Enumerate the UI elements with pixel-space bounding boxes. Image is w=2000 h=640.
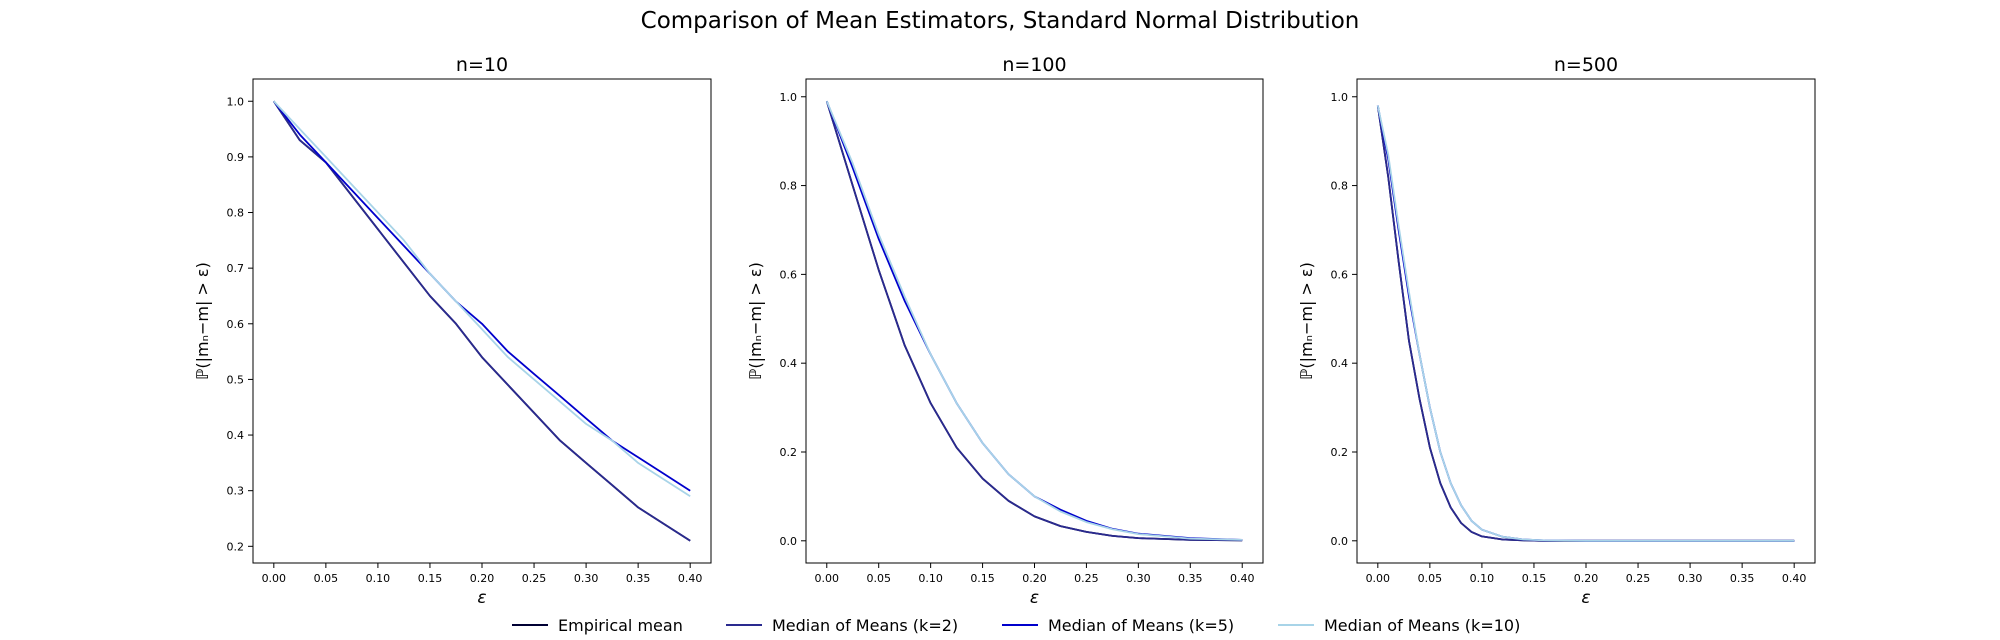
axes-frame <box>1356 78 1816 564</box>
x-tick-label: 0.35 <box>626 572 651 585</box>
x-tick-label: 0.25 <box>1074 572 1099 585</box>
series-line-4 <box>825 100 1243 541</box>
legend-label: Median of Means (k=5) <box>1048 615 1235 635</box>
series-line-2 <box>1376 105 1795 542</box>
x-tick-label: 0.40 <box>1782 572 1807 585</box>
x-tick-label: 0.25 <box>1626 572 1651 585</box>
legend: Empirical mean Median of Means (k=2) Media… <box>0 614 2000 636</box>
subplot-title: n=500 <box>1554 54 1618 76</box>
y-axis-label: ℙ(|mₙ−m| > ε) <box>193 262 212 380</box>
x-tick-label: 0.30 <box>1126 572 1151 585</box>
axes-frame <box>805 78 1264 564</box>
series-line-3 <box>825 100 1243 541</box>
series-line-4 <box>1376 105 1795 542</box>
subplot-3: n=500 0.00 0.05 0.10 0.15 0.20 0.25 0.30 0.35 0.4… <box>1297 54 1816 608</box>
x-tick-label: 0.00 <box>815 572 840 585</box>
x-tick-label: 0.15 <box>1522 572 1547 585</box>
x-tick-label: 0.30 <box>1678 572 1703 585</box>
y-tick-label: 0.6 <box>1331 268 1349 281</box>
legend-swatch <box>1002 624 1038 626</box>
y-tick-label: 0.5 <box>227 373 245 386</box>
series-line-1 <box>1376 105 1795 542</box>
y-tick-label: 0.6 <box>227 318 245 331</box>
x-tick-label: 0.30 <box>574 572 599 585</box>
x-tick-label: 0.20 <box>1574 572 1599 585</box>
legend-swatch <box>512 624 548 626</box>
x-tick-label: 0.35 <box>1178 572 1203 585</box>
legend-label: Median of Means (k=2) <box>772 615 959 635</box>
series-line-3 <box>1376 105 1795 542</box>
y-tick-label: 0.0 <box>1331 535 1349 548</box>
x-tick-label: 0.15 <box>418 572 443 585</box>
subplot-2: n=100 0.00 0.05 0.10 0.15 0.20 0.25 0.30 0.35 0.4… <box>746 54 1264 608</box>
x-tick-label: 0.15 <box>970 572 995 585</box>
x-tick-label: 0.05 <box>866 572 891 585</box>
x-tick-label: 0.00 <box>1366 572 1391 585</box>
legend-label: Empirical mean <box>558 615 683 635</box>
y-tick-label: 1.0 <box>227 95 245 108</box>
y-tick-label: 0.6 <box>780 268 798 281</box>
legend-label: Median of Means (k=10) <box>1324 615 1521 635</box>
series-line-1 <box>825 100 1243 542</box>
x-tick-label: 0.40 <box>1230 572 1255 585</box>
legend-item: Median of Means (k=2) <box>726 614 958 636</box>
x-tick-label: 0.25 <box>522 572 547 585</box>
x-tick-label: 0.05 <box>1418 572 1443 585</box>
x-axis-label: ε <box>477 588 486 608</box>
series-line-2 <box>825 100 1243 542</box>
y-tick-label: 0.8 <box>780 180 798 193</box>
y-tick-label: 0.9 <box>227 151 245 164</box>
plots-area: n=100.00 0.05 0.10 0.15 0.20 0.25 0.30 0.35 0.40… <box>193 54 1816 608</box>
figure-title: Comparison of Mean Estimators, Standard … <box>640 8 1360 34</box>
x-axis-label: ε <box>1030 588 1039 608</box>
y-axis-label: ℙ(|mₙ−m| > ε) <box>1297 262 1316 380</box>
subplot-1: n=100.00 0.05 0.10 0.15 0.20 0.25 0.30 0.35 0.40… <box>193 54 712 608</box>
y-axis-label: ℙ(|mₙ−m| > ε) <box>746 262 765 380</box>
x-tick-label: 0.20 <box>470 572 495 585</box>
x-tick-label: 0.40 <box>678 572 703 585</box>
legend-item: Median of Means (k=5) <box>1002 614 1234 636</box>
x-tick-label: 0.35 <box>1730 572 1755 585</box>
y-tick-label: 1.0 <box>780 91 798 104</box>
y-tick-label: 0.2 <box>227 540 245 553</box>
subplot-title: n=100 <box>1002 54 1066 76</box>
y-tick-label: 0.8 <box>227 207 245 220</box>
legend-item: Empirical mean <box>512 614 683 636</box>
legend-swatch <box>726 624 762 626</box>
y-tick-label: 0.2 <box>780 446 798 459</box>
subplot-title: n=10 <box>456 54 508 76</box>
legend-item: Median of Means (k=10) <box>1278 614 1520 636</box>
y-tick-label: 0.4 <box>1331 357 1349 370</box>
series-line-4 <box>273 100 691 497</box>
y-tick-label: 0.4 <box>780 357 798 370</box>
y-tick-label: 0.8 <box>1331 180 1349 193</box>
y-tick-label: 0.4 <box>227 429 245 442</box>
x-tick-label: 0.00 <box>262 572 287 585</box>
y-tick-label: 0.2 <box>1331 446 1349 459</box>
series-line-2 <box>273 100 691 542</box>
y-tick-label: 0.3 <box>227 485 245 498</box>
x-tick-label: 0.10 <box>918 572 943 585</box>
x-tick-label: 0.10 <box>1470 572 1495 585</box>
x-tick-label: 0.20 <box>1022 572 1047 585</box>
y-tick-label: 0.0 <box>780 535 798 548</box>
series-line-3 <box>273 100 691 492</box>
x-axis-label: ε <box>1581 588 1590 608</box>
x-tick-label: 0.10 <box>366 572 391 585</box>
y-tick-label: 0.7 <box>227 262 245 275</box>
legend-swatch <box>1278 624 1314 626</box>
y-tick-label: 1.0 <box>1331 91 1349 104</box>
x-tick-label: 0.05 <box>314 572 339 585</box>
